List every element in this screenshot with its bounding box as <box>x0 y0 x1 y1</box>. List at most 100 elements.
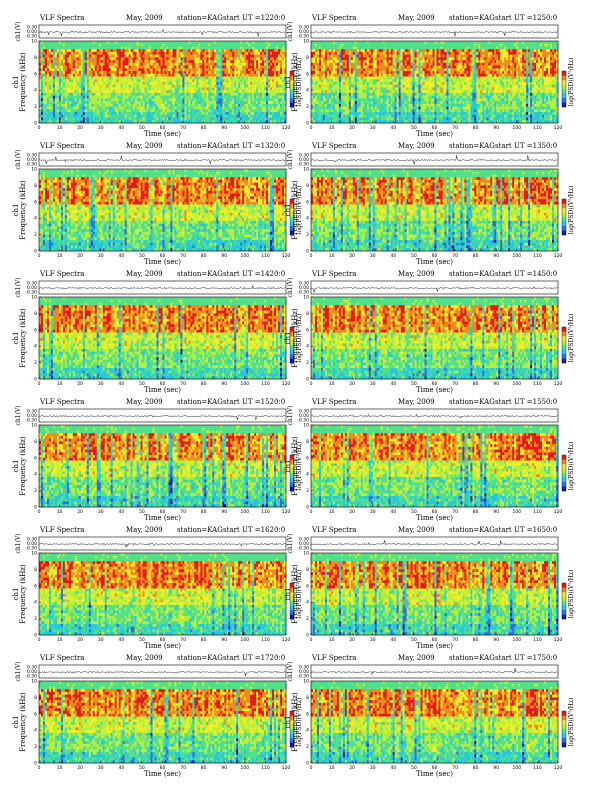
spectrogram-cell <box>208 43 211 47</box>
spectrogram-cell <box>110 41 113 45</box>
spectrogram-cell <box>84 43 88 47</box>
spectrogram-cell <box>80 43 84 47</box>
spectrogram-cell <box>240 43 243 47</box>
spectrogram-cell <box>114 41 117 45</box>
spectrogram-cell <box>116 43 119 47</box>
panel-title-date: May, 2009 <box>126 14 163 22</box>
spectrogram-cell <box>236 43 239 47</box>
spectrogram-cell <box>284 41 287 45</box>
spectrogram-cell <box>128 41 131 45</box>
spectrogram-cell <box>122 43 125 47</box>
spectrogram-cell <box>86 43 90 47</box>
spectrogram-cell <box>180 41 183 45</box>
spectrogram-cell <box>160 41 163 45</box>
panel-title-start-ut: start UT =1220:0 <box>223 14 285 22</box>
spectrogram-cell <box>178 41 181 45</box>
spectrogram-cell <box>46 41 50 45</box>
spectrogram-cell <box>106 43 110 47</box>
waveform-trace <box>38 28 286 37</box>
spectrogram-cell <box>48 43 52 47</box>
spectrogram-cell <box>164 43 167 47</box>
spectrogram-cell <box>242 41 245 45</box>
spectrogram-cell <box>128 43 131 47</box>
spectrogram-cell <box>194 43 197 47</box>
spectrogram-cell <box>74 41 78 45</box>
spectrogram-cell <box>204 43 207 47</box>
spectrogram-cell <box>92 41 96 45</box>
spectrogram-cell <box>138 43 141 47</box>
spectrogram-cell <box>54 43 58 47</box>
spectrogram-cell <box>180 43 183 47</box>
spectrogram-cell <box>216 43 219 47</box>
spectrogram-cell <box>184 41 187 45</box>
spectrogram-cell <box>202 41 205 45</box>
spectrogram-cell <box>130 43 133 47</box>
spectrogram-cell <box>250 43 253 47</box>
spectrogram-cell <box>39 43 42 47</box>
spectrogram-cell <box>210 43 213 47</box>
spectrogram-cell <box>72 41 76 45</box>
spectrogram-cell <box>192 43 195 47</box>
spectrogram-cell <box>268 41 271 45</box>
spectrogram-cell <box>232 43 235 47</box>
spectrogram-cell <box>168 43 171 47</box>
spectrogram-cell <box>226 43 229 47</box>
spectrogram-cell <box>96 43 100 47</box>
spectrogram-cell <box>142 43 145 47</box>
spectrogram-cell <box>190 43 193 47</box>
waveform-tick-label: 0.00 <box>27 29 37 35</box>
spectrogram-cell <box>92 43 96 47</box>
spectrogram-cell <box>156 41 159 45</box>
spectrogram-cell <box>114 43 117 47</box>
waveform-tick-label: -0.30 <box>25 34 37 40</box>
spectrogram-cell <box>248 43 251 47</box>
spectrogram-cell <box>48 41 52 45</box>
spectrogram-cell <box>144 43 147 47</box>
spectrogram-cell <box>150 41 153 45</box>
spectrogram-cell <box>278 41 281 45</box>
spectrogram-cell <box>118 41 121 45</box>
spectrogram-cell <box>256 41 259 45</box>
spectrogram-cell <box>156 43 159 47</box>
waveform-tick-label: 0.30 <box>27 25 37 31</box>
spectrogram-cell <box>196 43 199 47</box>
spectrogram-cell <box>210 41 213 45</box>
spectrogram-cell <box>52 43 56 47</box>
spectrogram-cell <box>270 41 273 45</box>
spectrogram-cell <box>66 43 70 47</box>
spectrogram-cell <box>94 41 98 45</box>
spectrogram-cell <box>98 43 102 47</box>
spectrogram-cell <box>224 41 227 45</box>
spectrogram-cell <box>126 43 129 47</box>
spectrogram-cell <box>222 43 225 47</box>
spectrogram-cell <box>238 41 241 45</box>
spectrogram-cell <box>152 43 155 47</box>
spectrogram-cell <box>232 41 235 45</box>
spectrogram-cell <box>152 41 155 45</box>
spectrogram-cell <box>98 41 102 45</box>
spectrogram-cell <box>222 41 225 45</box>
spectrogram-cell <box>208 41 211 45</box>
spectrogram-cell <box>282 41 285 45</box>
spectrogram-cell <box>252 41 255 45</box>
spectrogram-cell <box>176 43 179 47</box>
spectrogram-cell <box>138 41 141 45</box>
spectrogram-cell <box>88 41 92 45</box>
spectrogram-cell <box>62 43 66 47</box>
spectrogram-cell <box>254 43 257 47</box>
spectrogram-cell <box>134 41 137 45</box>
spectrogram-cell <box>220 41 223 45</box>
spectrogram-cell <box>124 41 127 45</box>
waveform-ylabel: ch1(V) <box>15 21 22 41</box>
spectrogram-cell <box>142 41 145 45</box>
spectrogram-cell <box>200 41 203 45</box>
spectrogram-cell <box>188 41 191 45</box>
spectrogram-cell <box>68 41 72 45</box>
spectrogram-cell <box>158 43 161 47</box>
spectrogram-cell <box>244 43 247 47</box>
spectrogram-cell <box>134 43 137 47</box>
spectrogram-cell <box>196 41 199 45</box>
spectrogram-cell <box>176 41 179 45</box>
spectrogram-cell <box>162 43 165 47</box>
spectrogram-cell <box>70 41 74 45</box>
